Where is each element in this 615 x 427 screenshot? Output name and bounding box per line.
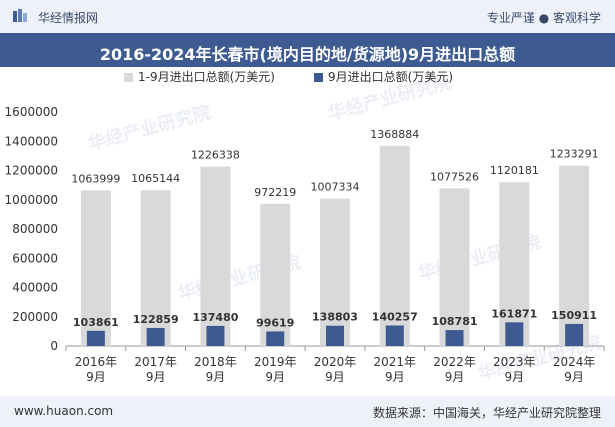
brand-name: 华经情报网 (38, 11, 99, 25)
legend-swatch (124, 73, 133, 82)
data-label-september: 122859 (133, 313, 179, 326)
website-link[interactable]: www.huaon.com (14, 404, 114, 418)
data-label-total: 1368884 (370, 128, 419, 141)
tagline: 专业严谨 ● 客观科学 (486, 11, 601, 25)
data-label-september: 161871 (491, 307, 537, 320)
x-tick-label: 2021年 (374, 355, 417, 369)
data-label-september: 140257 (372, 310, 418, 323)
bar-total (140, 190, 171, 346)
x-tick-label: 9月 (445, 370, 465, 384)
legend-label: 1-9月进出口总额(万美元) (138, 70, 275, 84)
y-tick-label: 600000 (12, 251, 58, 265)
bar-september (146, 328, 165, 346)
x-tick-label: 9月 (564, 370, 584, 384)
data-label-total: 1065144 (131, 172, 180, 185)
footer-bar: www.huaon.com 数据来源：中国海关，华经产业研究院整理 (0, 396, 615, 427)
data-label-september: 137480 (192, 311, 238, 324)
bar-total (260, 203, 291, 346)
y-tick-label: 200000 (12, 310, 58, 324)
y-tick-label: 400000 (12, 281, 58, 295)
bar-september (326, 325, 344, 346)
data-label-total: 1077526 (430, 170, 479, 183)
x-tick-label: 9月 (265, 370, 285, 384)
chart-title: 2016-2024年长春市(境内目的地/货源地)9月进出口总额 (99, 45, 516, 64)
data-label-september: 108781 (432, 315, 478, 328)
data-label-september: 150911 (551, 309, 597, 322)
y-tick-label: 0 (50, 339, 58, 353)
y-tick-label: 1400000 (5, 134, 58, 148)
y-tick-label: 1600000 (5, 105, 58, 119)
data-label-total: 972219 (254, 186, 296, 199)
x-tick-label: 9月 (86, 370, 106, 384)
bar-september (266, 331, 285, 346)
bar-total (200, 166, 231, 346)
bar-total (559, 165, 590, 346)
bar-total (499, 182, 530, 346)
title-bar: 2016-2024年长春市(境内目的地/货源地)9月进出口总额 (0, 33, 615, 67)
y-tick-label: 1000000 (5, 193, 58, 207)
legend-swatch (314, 73, 323, 82)
x-tick-label: 2016年 (75, 355, 118, 369)
data-label-total: 1063999 (71, 172, 120, 185)
bar-total (320, 198, 350, 346)
data-label-total: 1120181 (490, 164, 539, 177)
x-tick-label: 2019年 (254, 355, 297, 369)
bar-total (439, 188, 470, 346)
bar-total (80, 190, 111, 346)
data-label-september: 138803 (312, 311, 358, 324)
x-tick-label: 9月 (505, 370, 525, 384)
x-tick-label: 2017年 (134, 355, 177, 369)
x-tick-label: 9月 (385, 370, 405, 384)
x-tick-label: 2024年 (553, 355, 596, 369)
data-label-september: 103861 (73, 316, 119, 329)
huajing-logo-icon (13, 9, 27, 22)
x-tick-label: 9月 (146, 370, 166, 384)
data-label-september: 99619 (256, 316, 294, 329)
bar-september (86, 330, 105, 346)
bar-september (206, 325, 225, 346)
bar-september (385, 325, 404, 346)
data-label-total: 1007334 (311, 181, 360, 194)
legend-label: 9月进出口总额(万美元) (328, 70, 453, 84)
header-bar: 华经情报网 专业严谨 ● 客观科学 (0, 0, 615, 33)
x-tick-label: 2023年 (493, 355, 536, 369)
y-tick-label: 800000 (12, 222, 58, 236)
bar-september (505, 322, 524, 346)
watermark-text: 华经产业研究院 (86, 101, 213, 155)
data-label-total: 1233291 (550, 148, 599, 161)
data-source: 数据来源：中国海关，华经产业研究院整理 (372, 406, 601, 420)
data-label-total: 1226338 (191, 149, 240, 162)
bar-september (445, 330, 464, 346)
bar-total (379, 145, 410, 346)
x-tick-label: 2020年 (314, 355, 357, 369)
bar-september (565, 323, 584, 346)
x-tick-label: 2022年 (433, 355, 476, 369)
y-tick-label: 1200000 (5, 164, 58, 178)
x-tick-label: 9月 (325, 370, 345, 384)
x-tick-label: 2018年 (194, 355, 237, 369)
x-tick-label: 9月 (206, 370, 226, 384)
